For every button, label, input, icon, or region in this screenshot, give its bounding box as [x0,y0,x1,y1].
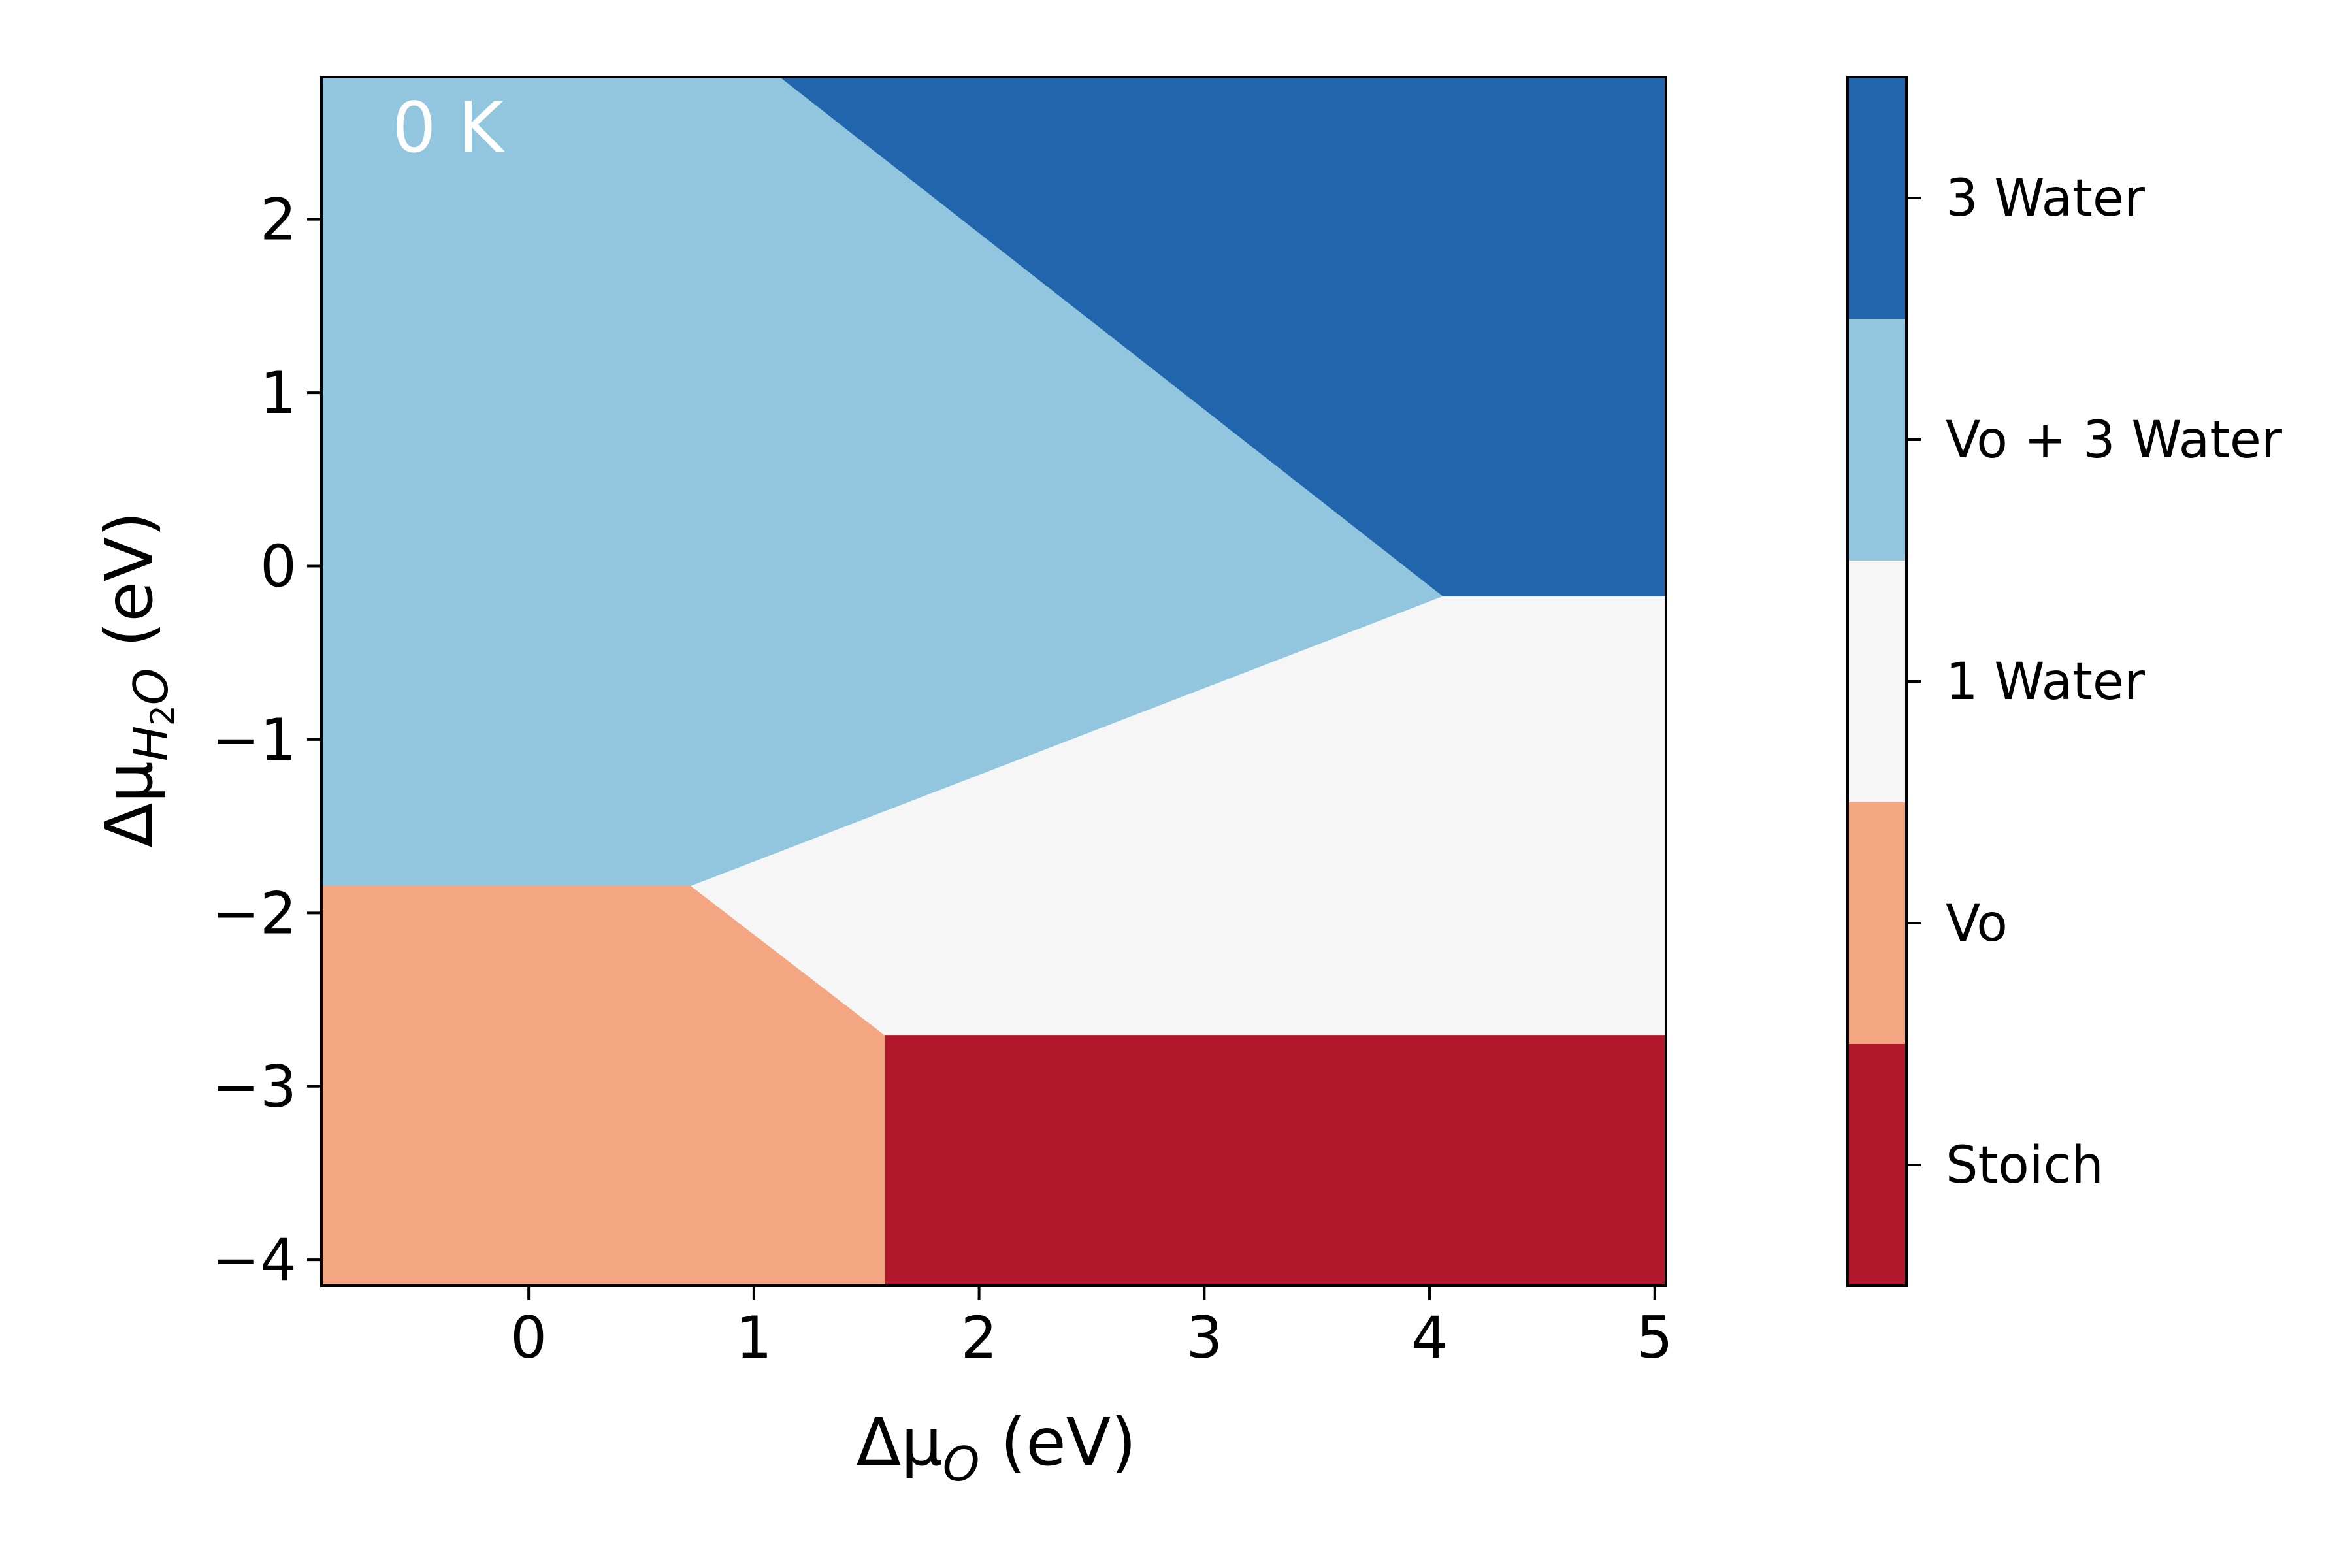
y-tick-label: −2 [212,879,297,947]
colorbar-label-3-water: 3 Water [1946,169,2146,228]
x-axis-ticks: 0 1 2 3 4 5 [510,1286,1673,1371]
x-axis-unit: (eV) [979,1404,1136,1480]
colorbar-segment-stoich [1848,1044,1906,1286]
y-tick-label: −3 [212,1053,297,1120]
x-tick-label: 3 [1186,1304,1222,1371]
colorbar-segment-vo [1848,802,1906,1045]
y-axis-ticks: 2 1 0 −1 −2 −3 −4 [212,186,321,1294]
x-axis-subscript: O [943,1437,980,1492]
x-tick-label: 1 [736,1304,772,1371]
y-axis-symbol: Δμ [91,761,167,847]
y-axis-label: ΔμH2O (eV) [91,512,182,847]
x-tick-label: 0 [510,1304,547,1371]
y-tick-label: 1 [260,359,297,427]
colorbar-segment-3-water [1848,77,1906,319]
plot-frame [320,76,1667,1287]
y-tick-label: −4 [212,1226,297,1294]
y-axis-unit: (eV) [91,512,167,668]
x-axis-label: ΔμO (eV) [857,1404,1136,1492]
x-tick-label: 5 [1637,1304,1673,1371]
y-tick-label: −1 [212,706,297,774]
x-axis-symbol: Δμ [857,1404,943,1480]
colorbar: 3 Water Vo + 3 Water 1 Water Vo Stoich [1846,76,2283,1287]
colorbar-frame [1846,76,1908,1287]
y-tick-label: 2 [260,186,297,253]
colorbar-label-stoich: Stoich [1946,1136,2104,1195]
y-tick-label: 0 [260,532,297,600]
region-stoich [883,1034,1667,1286]
y-axis-subscript-o: O [123,668,178,706]
colorbar-label-vo-3-water: Vo + 3 Water [1946,411,2283,470]
colorbar-segment-vo-3-water [1848,319,1906,561]
colorbar-label-1-water: 1 Water [1946,653,2146,711]
colorbar-segment-1-water [1848,561,1906,803]
temperature-annotation: 0 K [392,88,505,168]
x-tick-label: 2 [961,1304,998,1371]
y-axis-subscript-2: 2 [144,705,182,726]
phase-regions [321,76,1667,1286]
x-tick-label: 4 [1411,1304,1448,1371]
colorbar-label-vo: Vo [1946,894,2008,953]
y-axis-subscript-h: H [123,726,178,761]
